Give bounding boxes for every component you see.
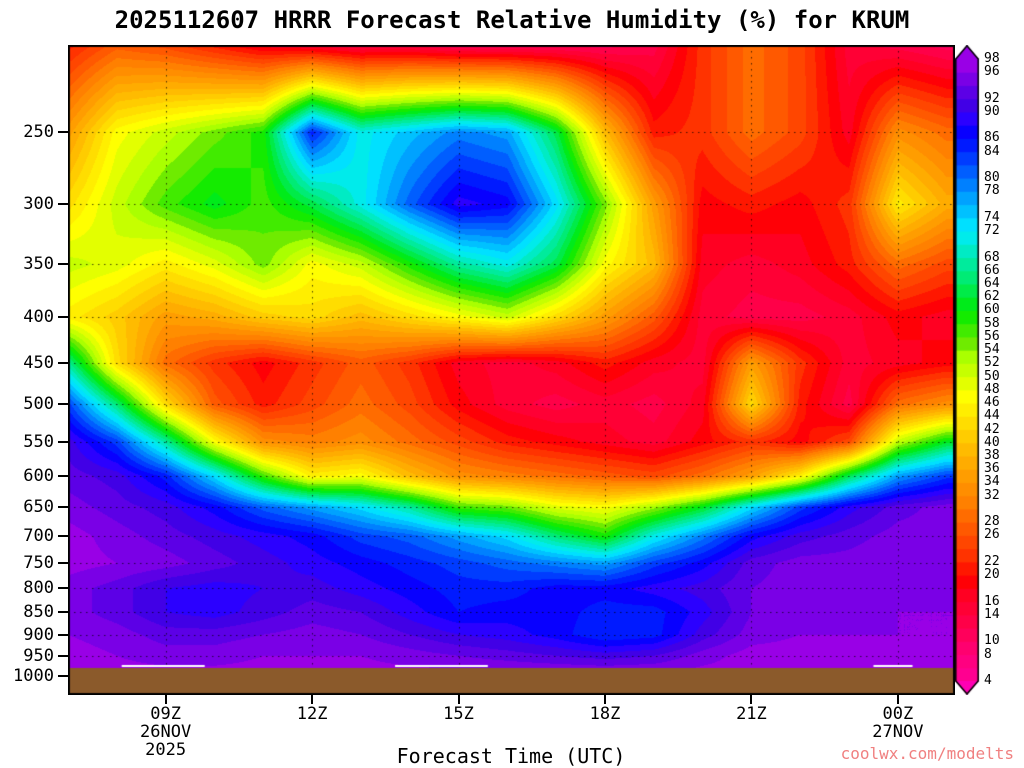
colorbar-tick-label: 86 [984, 130, 1000, 146]
colorbar-tick-label: 64 [984, 275, 1000, 291]
pressure-tick-mark [58, 263, 68, 266]
colorbar-tick-label: 22 [984, 553, 1000, 569]
colorbar-tick-label: 60 [984, 302, 1000, 318]
colorbar-tick-label: 28 [984, 514, 1000, 530]
pressure-tick-mark [58, 131, 68, 134]
colorbar-tick-label: 46 [984, 395, 1000, 411]
pressure-tick-mark [58, 587, 68, 590]
pressure-tick-label: 750 [23, 553, 54, 574]
colorbar-tick-label: 54 [984, 342, 1000, 358]
pressure-tick-mark [58, 403, 68, 406]
colorbar-tick-label: 92 [984, 90, 1000, 106]
pressure-tick-label: 250 [23, 122, 54, 143]
colorbar-tick-label: 62 [984, 289, 1000, 305]
colorbar-tick-label: 56 [984, 328, 1000, 344]
pressure-tick-mark [58, 361, 68, 364]
colorbar-tick-label: 98 [984, 51, 1000, 66]
rh-heatmap-canvas [68, 45, 955, 695]
pressure-tick-label: 350 [23, 254, 54, 275]
colorbar [955, 45, 981, 695]
colorbar-tick-label: 36 [984, 461, 1000, 477]
pressure-tick-label: 400 [23, 306, 54, 327]
colorbar-tick-label: 20 [984, 567, 1000, 583]
pressure-tick-label: 450 [23, 352, 54, 373]
colorbar-tick-label: 90 [984, 103, 1000, 119]
pressure-tick-mark [58, 474, 68, 477]
pressure-tick-label: 900 [23, 624, 54, 645]
colorbar-tick-label: 58 [984, 315, 1000, 331]
time-tick-mark [603, 695, 606, 704]
time-tick-label: 12Z [296, 704, 328, 724]
colorbar-tick-label: 26 [984, 527, 1000, 543]
pressure-tick-mark [58, 562, 68, 565]
colorbar-tick-label: 4 [984, 673, 992, 688]
pressure-tick-label: 500 [23, 394, 54, 415]
colorbar-tick-label: 38 [984, 448, 1000, 464]
pressure-tick-label: 1000 [13, 665, 54, 686]
pressure-tick-mark [58, 611, 68, 614]
colorbar-tick-label: 42 [984, 421, 1000, 437]
colorbar-tick-label: 34 [984, 474, 1000, 490]
time-tick-mark [311, 695, 314, 704]
time-tick-mark [457, 695, 460, 704]
time-tick-mark [750, 695, 753, 704]
pressure-tick-label: 800 [23, 578, 54, 599]
colorbar-tick-label: 10 [984, 633, 1000, 649]
time-tick-label: 09Z [150, 704, 181, 724]
colorbar-tick-label: 96 [984, 64, 1000, 80]
colorbar-tick-label: 72 [984, 223, 1000, 239]
time-sub-label: 26NOV [140, 722, 192, 742]
x-axis-title: Forecast Time (UTC) [396, 744, 626, 768]
pressure-tick-label: 950 [23, 645, 54, 666]
time-sub-label: 2025 [145, 740, 187, 760]
colorbar-tick-label: 50 [984, 368, 1000, 384]
pressure-tick-mark [58, 633, 68, 636]
pressure-tick-mark [58, 315, 68, 318]
colorbar-tick-label: 44 [984, 408, 1000, 424]
time-tick-label: 18Z [589, 704, 621, 724]
pressure-tick-label: 850 [23, 602, 54, 623]
colorbar-tick-label: 32 [984, 487, 1000, 503]
watermark: coolwx.com/modelts [840, 744, 1014, 763]
pressure-tick-label: 300 [23, 193, 54, 214]
pressure-tick-mark [58, 674, 68, 677]
pressure-tick-mark [58, 506, 68, 508]
pressure-tick-mark [58, 440, 68, 443]
colorbar-tick-label: 52 [984, 355, 1000, 371]
pressure-tick-label: 550 [23, 431, 54, 452]
time-tick-mark [164, 695, 167, 704]
time-tick-label: 00Z [882, 704, 914, 724]
colorbar-tick-label: 84 [984, 143, 1000, 159]
colorbar-tick-label: 68 [984, 249, 1000, 265]
colorbar-tick-label: 8 [984, 646, 992, 662]
colorbar-tick-label: 80 [984, 170, 1000, 186]
colorbar-tick-label: 74 [984, 209, 1000, 225]
pressure-tick-label: 650 [23, 497, 54, 517]
time-tick-label: 21Z [736, 704, 767, 724]
colorbar-tick-label: 14 [984, 606, 1000, 622]
pressure-tick-label: 600 [23, 465, 54, 486]
colorbar-tick-label: 66 [984, 262, 1000, 278]
time-tick-label: 15Z [443, 704, 474, 724]
colorbar-tick-label: 16 [984, 593, 1000, 609]
time-sub-label: 27NOV [872, 722, 924, 742]
colorbar-tick-label: 78 [984, 183, 1000, 199]
chart-title: 2025112607 HRRR Forecast Relative Humidi… [114, 6, 910, 34]
pressure-tick-mark [58, 535, 68, 538]
pressure-tick-mark [58, 202, 68, 205]
time-tick-mark [896, 695, 899, 704]
pressure-tick-mark [58, 654, 68, 657]
colorbar-tick-label: 48 [984, 381, 1000, 397]
colorbar-tick-label: 40 [984, 434, 1000, 450]
pressure-tick-label: 700 [23, 526, 54, 547]
